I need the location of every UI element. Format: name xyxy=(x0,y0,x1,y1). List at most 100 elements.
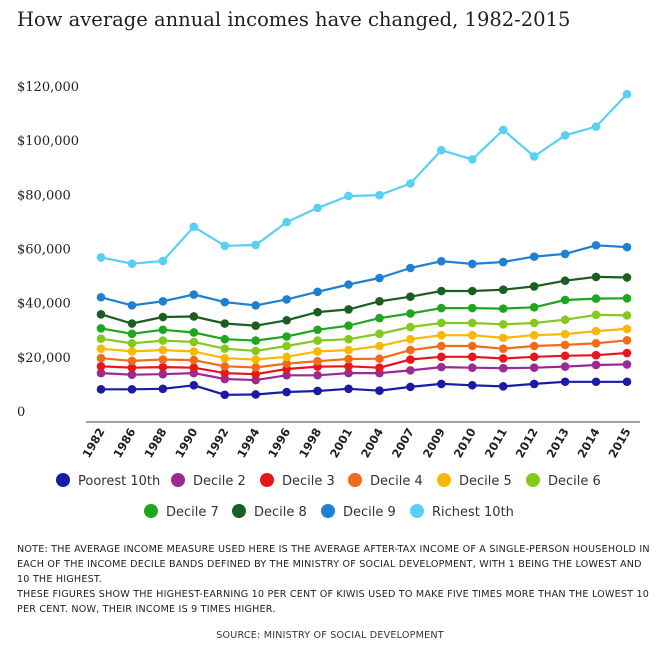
x-tick-label: 2012 xyxy=(513,426,541,461)
data-point xyxy=(437,256,446,266)
data-point xyxy=(560,315,570,325)
legend-item: Decile 2 xyxy=(171,473,246,489)
data-point xyxy=(282,387,291,397)
legend-swatch xyxy=(348,473,362,487)
data-point xyxy=(127,385,137,394)
data-point xyxy=(127,347,137,356)
data-point xyxy=(622,89,632,99)
data-point xyxy=(498,304,508,313)
series-line xyxy=(100,351,628,376)
data-point xyxy=(529,330,539,340)
data-point xyxy=(375,313,384,323)
data-point xyxy=(437,145,446,155)
series-richest-10th xyxy=(96,89,632,268)
series-line xyxy=(100,313,628,352)
x-tick-label: 2011 xyxy=(482,426,510,461)
data-point xyxy=(313,307,322,317)
data-point xyxy=(251,301,261,310)
data-point xyxy=(96,362,106,371)
income-line-chart: How average annual incomes have changed,… xyxy=(17,8,640,520)
data-point xyxy=(591,377,601,387)
data-point xyxy=(251,369,261,379)
legend-item: Decile 6 xyxy=(526,473,601,489)
data-point xyxy=(560,276,570,286)
note-paragraph-2: These figures show the highest-earning 1… xyxy=(17,589,650,615)
y-tick-label: $40,000 xyxy=(17,297,71,312)
data-point xyxy=(498,354,508,363)
legend-item: Decile 4 xyxy=(348,473,423,489)
data-point xyxy=(127,259,137,268)
data-point xyxy=(467,155,477,164)
data-point xyxy=(375,273,384,283)
data-point xyxy=(498,125,508,135)
legend-label: Decile 3 xyxy=(282,474,335,489)
data-point xyxy=(560,377,570,387)
x-tick-label: 2001 xyxy=(327,426,355,461)
x-tick-label: 1992 xyxy=(203,426,231,461)
data-point xyxy=(158,362,168,372)
data-point xyxy=(498,382,508,391)
legend-item: Decile 9 xyxy=(321,504,396,520)
data-point xyxy=(96,310,106,319)
x-tick-label: 2014 xyxy=(575,426,603,461)
legend-swatch xyxy=(260,473,274,487)
data-point xyxy=(313,370,322,380)
data-point xyxy=(375,297,384,306)
data-point xyxy=(158,325,168,335)
x-tick-label: 1982 xyxy=(79,426,107,461)
data-point xyxy=(189,290,199,299)
data-point xyxy=(591,338,601,348)
data-point xyxy=(220,390,230,400)
x-tick-label: 1990 xyxy=(172,426,200,461)
data-point xyxy=(344,280,353,289)
data-point xyxy=(251,363,261,372)
data-point xyxy=(220,368,230,378)
data-point xyxy=(622,273,632,282)
data-point xyxy=(622,377,632,387)
legend-item: Decile 7 xyxy=(144,504,219,520)
data-point xyxy=(560,249,570,259)
data-point xyxy=(220,319,230,328)
data-point xyxy=(591,122,601,131)
series-line xyxy=(100,363,628,382)
data-point xyxy=(251,240,261,250)
data-point xyxy=(622,294,632,303)
data-point xyxy=(498,320,508,329)
data-point xyxy=(529,282,539,291)
data-point xyxy=(498,363,508,373)
data-point xyxy=(127,329,137,339)
data-point xyxy=(622,360,632,369)
data-point xyxy=(282,315,291,325)
data-point xyxy=(437,330,446,340)
data-point xyxy=(96,368,106,378)
data-point xyxy=(220,374,230,384)
data-point xyxy=(96,253,106,262)
data-point xyxy=(591,360,601,370)
series-decile-5 xyxy=(96,324,632,364)
data-point xyxy=(189,312,199,321)
legend-label: Decile 8 xyxy=(254,505,307,520)
data-point xyxy=(622,324,632,334)
y-tick-label: 0 xyxy=(17,405,25,420)
data-point xyxy=(467,363,477,372)
data-point xyxy=(96,344,106,354)
data-point xyxy=(591,272,601,282)
data-point xyxy=(127,338,137,348)
data-point xyxy=(591,240,601,250)
data-point xyxy=(313,347,322,356)
data-point xyxy=(251,355,261,364)
data-point xyxy=(189,347,199,356)
data-point xyxy=(467,286,477,296)
data-point xyxy=(437,286,446,296)
series-line xyxy=(100,275,628,327)
data-point xyxy=(498,285,508,294)
legend-swatch xyxy=(56,473,70,487)
series-line xyxy=(100,297,628,342)
data-point xyxy=(437,352,446,362)
data-point xyxy=(498,333,508,343)
data-point xyxy=(220,353,230,363)
legend-label: Poorest 10th xyxy=(78,474,160,489)
series-decile-4 xyxy=(96,336,632,372)
x-tick-label: 2009 xyxy=(420,426,448,461)
data-point xyxy=(437,379,446,389)
